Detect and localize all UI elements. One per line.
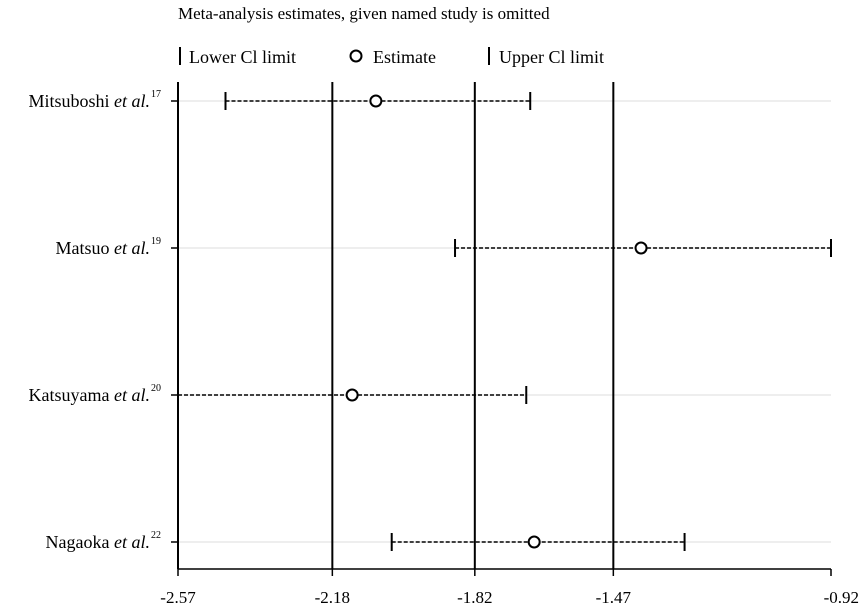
x-tick-label: -2.57 <box>160 588 196 607</box>
legend-estimate-marker <box>349 49 363 63</box>
study-label: Mitsuboshi et al. <box>28 91 150 111</box>
legend: Lower Cl limit Estimate Upper Cl limit <box>179 47 604 67</box>
study-ref-superscript: 20 <box>151 383 161 394</box>
study-ref-superscript: 19 <box>151 236 161 247</box>
study-label: Nagaoka et al. <box>46 532 150 552</box>
x-tick-label: -2.18 <box>315 588 350 607</box>
x-axis: -2.57 -2.18 -1.82 -1.47 -0.92 <box>160 82 859 607</box>
study-ref-superscript: 17 <box>151 89 161 100</box>
study-name: Matsuo <box>56 238 115 258</box>
reference-lines <box>331 82 615 569</box>
x-tick-label: -1.82 <box>457 588 492 607</box>
study-name: Mitsuboshi <box>28 91 114 111</box>
study-name: Nagaoka <box>46 532 114 552</box>
estimate-marker <box>634 241 648 255</box>
study-ref-superscript: 22 <box>151 530 161 541</box>
x-tick-label: -0.92 <box>824 588 859 607</box>
study-label: Matsuo et al. <box>56 238 151 258</box>
study-suffix: et al. <box>114 385 150 405</box>
estimate-marker <box>369 94 383 108</box>
study-suffix: et al. <box>114 91 150 111</box>
chart-title: Meta-analysis estimates, given named stu… <box>178 4 550 23</box>
legend-estimate-label: Estimate <box>373 47 436 67</box>
gridlines <box>178 100 831 543</box>
estimate-marker <box>527 535 541 549</box>
legend-lower-ci-label: Lower Cl limit <box>189 47 296 67</box>
study-suffix: et al. <box>114 238 150 258</box>
x-tick-label: -1.47 <box>596 588 632 607</box>
study-suffix: et al. <box>114 532 150 552</box>
legend-upper-ci-label: Upper Cl limit <box>499 47 604 67</box>
study-label: Katsuyama et al. <box>29 385 150 405</box>
study-name: Katsuyama <box>29 385 114 405</box>
estimate-marker <box>345 388 359 402</box>
